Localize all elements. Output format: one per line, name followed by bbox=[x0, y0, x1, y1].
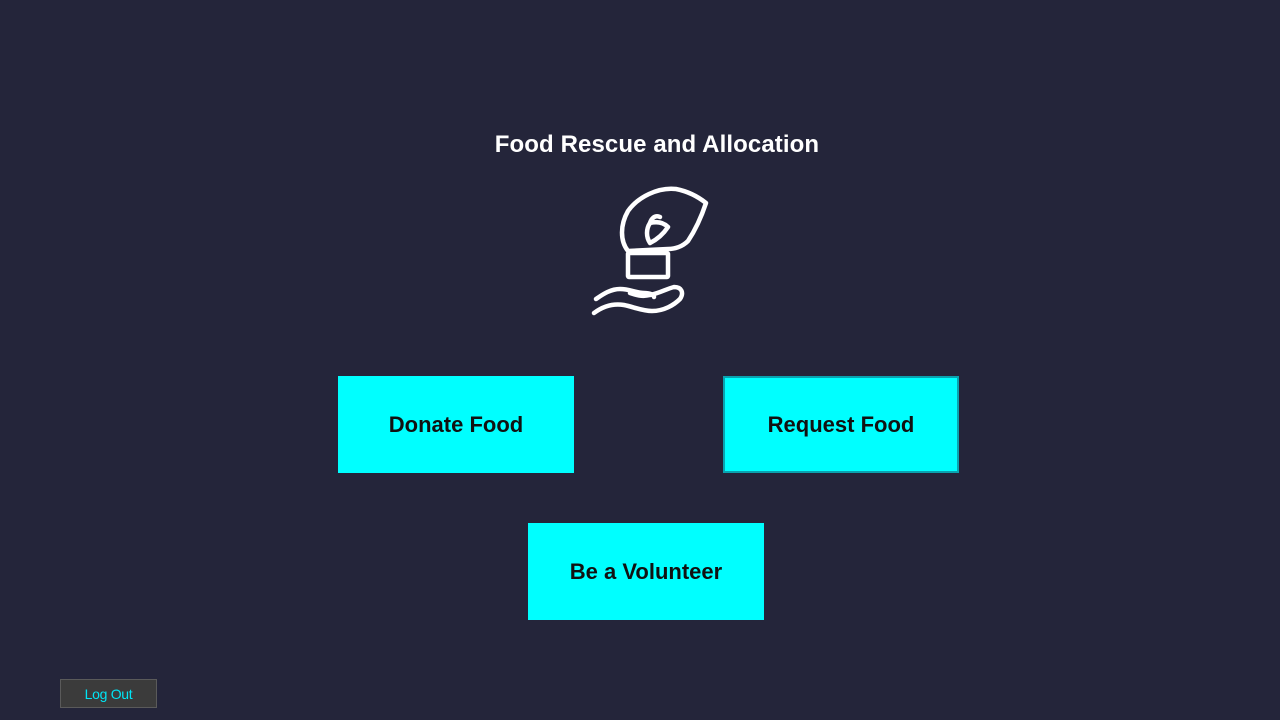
log-out-button[interactable]: Log Out bbox=[60, 679, 157, 708]
page-title: Food Rescue and Allocation bbox=[494, 131, 820, 158]
hand-giving-food-icon bbox=[591, 186, 709, 316]
be-a-volunteer-button[interactable]: Be a Volunteer bbox=[528, 523, 764, 620]
request-food-button[interactable]: Request Food bbox=[723, 376, 959, 473]
donate-food-button[interactable]: Donate Food bbox=[338, 376, 574, 473]
